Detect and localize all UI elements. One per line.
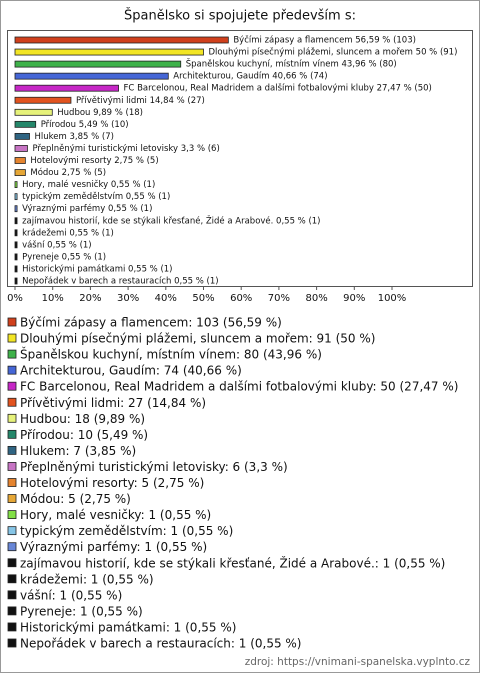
bar-label: krádežemi 0,55 % (1) — [22, 228, 114, 238]
x-tick-label: 10% — [42, 293, 64, 304]
legend-swatch — [7, 462, 17, 471]
legend-swatch — [7, 494, 17, 503]
legend-label: krádežemi: 1 (0,55 %) — [20, 572, 154, 586]
bar-label: Přírodou 5,49 % (10) — [41, 120, 129, 130]
legend-swatch — [7, 622, 17, 632]
bar — [14, 48, 204, 56]
legend-label: FC Barcelonou, Real Madridem a dalšími f… — [20, 380, 458, 394]
legend-label: Býčími zápasy a flamencem: 103 (56,59 %) — [20, 316, 282, 330]
bar — [14, 36, 229, 44]
bar-label: typickým zemědělstvím 0,55 % (1) — [22, 192, 170, 202]
bar-label: Hudbou 9,89 % (18) — [57, 108, 143, 118]
legend-swatch — [7, 333, 17, 343]
legend-swatch — [7, 542, 17, 552]
bar — [14, 108, 53, 116]
x-tick-label: 20% — [79, 293, 101, 304]
bar-label: vášní 0,55 % (1) — [22, 239, 92, 250]
legend-label: Hory, malé vesničky: 1 (0,55 %) — [20, 508, 211, 522]
bar-label: Historickými památkami 0,55 % (1) — [22, 264, 172, 274]
bar — [14, 169, 26, 176]
legend-swatch — [7, 349, 17, 359]
bar — [14, 265, 18, 273]
legend-swatch — [7, 590, 17, 600]
legend-label: vášní: 1 (0,55 %) — [20, 588, 122, 602]
legend-swatch — [7, 606, 17, 616]
source: zdroj: https://vnimani-spanelska.vyplnto… — [245, 656, 471, 668]
legend-swatch — [7, 558, 17, 568]
bar-label: Módou 2,75 % (5) — [30, 167, 106, 178]
chart-title: Španělsko si spojujete především s: — [124, 8, 356, 24]
legend-label: Módou: 5 (2,75 %) — [20, 492, 131, 506]
bar — [14, 145, 28, 152]
legend-swatch — [7, 317, 17, 327]
legend-swatch — [7, 397, 17, 407]
legend-swatch — [7, 381, 17, 391]
legend-label: typickým zemědělstvím: 1 (0,55 %) — [20, 524, 233, 538]
bar — [14, 181, 18, 189]
bar — [14, 229, 18, 237]
legend-label: Hudbou: 18 (9,89 %) — [20, 412, 145, 426]
bar-label: Dlouhými písečnými plážemi, sluncem a mo… — [209, 47, 458, 58]
legend-label: Pyreneje: 1 (0,55 %) — [20, 604, 143, 618]
bar-label: Přeplněnými turistickými letovisky 3,3 %… — [32, 144, 219, 154]
legend-label: Nepořádek v barech a restauracích: 1 (0,… — [20, 637, 302, 651]
bar — [14, 277, 18, 285]
x-tick-label: 90% — [343, 293, 365, 304]
x-tick-label: 30% — [117, 293, 139, 304]
x-tick-label: 40% — [155, 293, 177, 304]
legend-swatch — [7, 429, 17, 439]
bar — [14, 132, 30, 140]
legend-swatch — [7, 413, 17, 423]
bar-label: Hlukem 3,85 % (7) — [35, 132, 114, 142]
bar — [14, 84, 119, 92]
bar-label: Španělskou kuchyní, místním vínem 43,96 … — [186, 58, 397, 70]
bar-label: Býčími zápasy a flamencem 56,59 % (103) — [233, 35, 416, 46]
legend-label: Přeplněnými turistickými letovisky: 6 (3… — [20, 460, 288, 474]
bar-label: Nepořádek v barech a restauracích 0,55 %… — [22, 277, 219, 287]
legend-label: Architekturou, Gaudím: 74 (40,66 %) — [20, 364, 242, 378]
legend-swatch — [7, 478, 17, 487]
bar — [14, 60, 182, 68]
legend-label: Hlukem: 7 (3,85 %) — [20, 444, 136, 458]
bar — [14, 72, 169, 80]
legend-swatch — [7, 526, 17, 536]
bar — [14, 253, 18, 261]
bar-label: Hotelovými resorty 2,75 % (5) — [30, 156, 158, 166]
legend-label: zajímavou historií, kde se stýkali křesť… — [20, 555, 445, 570]
bar-label: Přívětivými lidmi 14,84 % (27) — [76, 96, 205, 106]
bar — [14, 217, 18, 225]
legend-label: Dlouhými písečnými plážemi, sluncem a mo… — [20, 332, 375, 346]
bar-label: Architekturou, Gaudím 40,66 % (74) — [173, 72, 327, 82]
legend-label: Přívětivými lidmi: 27 (14,84 %) — [20, 396, 206, 410]
bar-label: Výraznými parfémy 0,55 % (1) — [22, 203, 152, 214]
x-tick-label: 80% — [305, 293, 327, 304]
legend-swatch — [7, 510, 17, 520]
legend-label: Historickými památkami: 1 (0,55 %) — [20, 620, 236, 634]
legend-swatch — [7, 574, 17, 584]
x-tick-label: 50% — [192, 293, 214, 304]
bar — [14, 120, 37, 128]
legend-swatch — [7, 445, 17, 455]
bar-label: Pyreneje 0,55 % (1) — [22, 252, 106, 262]
bar — [14, 205, 18, 213]
bar — [14, 193, 18, 201]
bar — [14, 157, 26, 164]
legend-swatch — [7, 638, 17, 648]
legend-label: Výraznými parfémy: 1 (0,55 %) — [20, 540, 207, 554]
bar — [14, 241, 18, 249]
x-tick-label: 0% — [7, 293, 23, 304]
legend-label: Hotelovými resorty: 5 (2,75 %) — [20, 476, 204, 490]
legend-swatch — [7, 365, 17, 375]
bar-label: Hory, malé vesničky 0,55 % (1) — [22, 179, 155, 190]
bar-label: zajímavou historií, kde se stýkali křesť… — [22, 214, 320, 226]
legend-label: Přírodou: 10 (5,49 %) — [20, 428, 148, 442]
x-tick-label: 100% — [378, 293, 407, 304]
bar — [14, 96, 72, 104]
x-tick-label: 70% — [268, 293, 290, 304]
legend-label: Španělskou kuchyní, místním vínem: 80 (4… — [20, 347, 322, 362]
bar-label: FC Barcelonou, Real Madridem a dalšími f… — [124, 83, 432, 94]
x-tick-label: 60% — [230, 293, 252, 304]
